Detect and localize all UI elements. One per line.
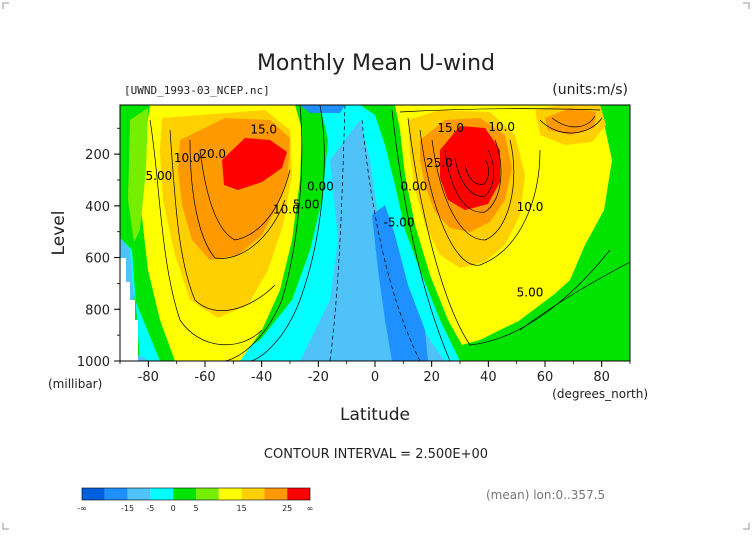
contour-label: 15.0 — [437, 121, 464, 135]
colorbar-swatch — [264, 488, 288, 500]
colorbar-swatch — [287, 488, 310, 500]
colorbar-swatch — [150, 488, 174, 500]
x-tick-label: 60 — [537, 370, 554, 385]
colorbar-label: 5 — [193, 504, 198, 513]
x-tick-label: 40 — [480, 370, 497, 385]
colorbar-label: -∞ — [77, 504, 87, 513]
y-axis-label: Level — [49, 211, 69, 256]
x-axis-unit: (degrees_north) — [552, 387, 648, 401]
y-tick-label: 400 — [85, 200, 110, 215]
y-axis-unit: (millibar) — [48, 377, 102, 391]
colorbar: -∞ -15 -5 0 5 15 25 ∞ — [77, 487, 314, 513]
y-tick-label: 1000 — [77, 355, 110, 370]
contour-label: -5.00 — [384, 216, 415, 230]
colorbar-label: -15 — [121, 504, 134, 513]
colorbar-label: ∞ — [307, 504, 314, 513]
missing-data — [120, 258, 138, 361]
contour-field — [120, 105, 630, 361]
contour-label: 5.00 — [517, 285, 544, 299]
colorbar-frame — [81, 487, 311, 501]
contour-label: 25.0 — [426, 156, 453, 170]
colorbar-label: 15 — [237, 504, 247, 513]
contour-label: 10.0 — [174, 151, 201, 165]
x-axis: -80 -60 -40 -20 0 20 40 60 80 — [119, 361, 631, 385]
colorbar-swatch — [82, 488, 105, 500]
x-tick-label: 20 — [423, 370, 440, 385]
x-tick-label: -80 — [138, 370, 159, 385]
colorbar-label: 25 — [282, 504, 292, 513]
sh-lime — [128, 108, 148, 242]
contour-label: 10.0 — [488, 120, 515, 134]
contour-lines — [149, 105, 630, 361]
y-tick-label: 200 — [85, 148, 110, 163]
contour-label: 5.00 — [146, 169, 173, 183]
x-tick-label: -60 — [194, 370, 215, 385]
colorbar-swatch — [173, 488, 196, 500]
colorbar-swatch — [218, 488, 242, 500]
band-cyan — [300, 120, 445, 361]
x-axis-label: Latitude — [340, 405, 410, 425]
y-tick-label: 800 — [85, 303, 110, 318]
chart-title: Monthly Mean U-wind — [257, 51, 495, 76]
footer-text: (mean) lon:0..357.5 — [486, 488, 605, 502]
colorbar-label: -5 — [146, 504, 154, 513]
y-tick-label: 600 — [85, 252, 110, 267]
colorbar-label: 0 — [171, 504, 176, 513]
x-tick-label: 80 — [593, 370, 610, 385]
y-axis: 200 400 600 800 1000 — [77, 127, 120, 370]
dataset-label: [UWND_1993-03_NCEP.nc] — [124, 84, 270, 97]
contour-label: 10.0 — [273, 203, 300, 217]
x-tick-label: 0 — [371, 370, 379, 385]
contour-label: 10.0 — [517, 200, 544, 214]
contour-label: 0.00 — [401, 179, 428, 193]
colorbar-swatch — [241, 488, 265, 500]
colorbar-swatch — [196, 488, 219, 500]
contour-interval-text: CONTOUR INTERVAL = 2.500E+00 — [264, 447, 488, 462]
x-tick-label: -20 — [308, 370, 329, 385]
band-top-blue — [300, 105, 345, 113]
nh-high-lat-darkorange — [545, 108, 596, 135]
contour-label: 20.0 — [199, 147, 226, 161]
units-label: (units:m/s) — [552, 82, 628, 98]
colorbar-swatch — [104, 488, 128, 500]
corner-marks — [2, 2, 750, 530]
colorbar-swatch — [127, 488, 151, 500]
x-tick-label: -40 — [251, 370, 272, 385]
band-blue — [372, 205, 428, 361]
sh-jet-red — [222, 138, 287, 190]
contour-label: 15.0 — [250, 122, 277, 136]
contour-label: 5.00 — [293, 197, 320, 211]
contour-label: 0.00 — [307, 179, 334, 193]
nh-surface-green — [495, 255, 630, 361]
